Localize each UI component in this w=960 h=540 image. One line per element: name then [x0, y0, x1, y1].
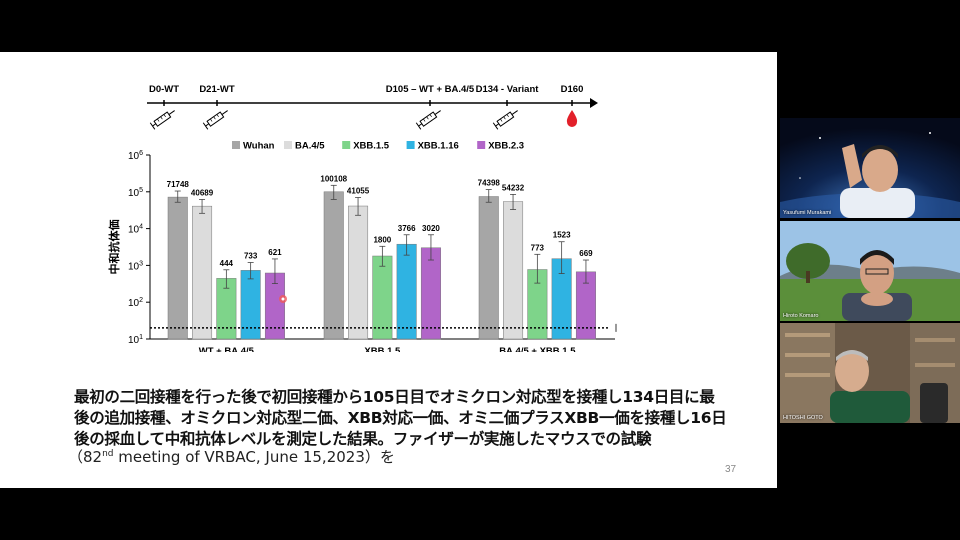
syringe-icon — [415, 110, 441, 130]
timeline-label-1: D21-WT — [199, 84, 235, 95]
timeline-label-2: D105 – WT + BA.4/5 — [386, 84, 475, 95]
laser-pointer-center — [281, 297, 285, 301]
presentation-slide: D0-WT D21-WT D105 – WT + BA.4/5 D134 - Vari… — [0, 52, 777, 488]
legend-label-1: BA.4/5 — [295, 141, 325, 152]
legend-swatch-4 — [477, 141, 486, 149]
data-label: 621 — [268, 248, 282, 257]
data-label: 3766 — [398, 224, 416, 233]
caption-line-1: 最初の二回接種を行った後で初回接種から105日目でオミクロン対応型を接種し134… — [74, 388, 715, 406]
data-label: 3020 — [422, 224, 440, 233]
x-category-label-2: BA.4/5 + XBB.1.5 — [499, 346, 576, 352]
y-tick-label: 104 — [128, 224, 143, 236]
bar-chart: 101 102 103 104 105 106 中和抗体価 Wuhan BA.4/5 XBB.1.… — [107, 141, 617, 352]
bar-XBB.2.3-1 — [420, 247, 441, 340]
y-tick-label: 101 — [128, 334, 143, 346]
syringe-icon — [492, 110, 518, 130]
legend-swatch-3 — [406, 141, 415, 149]
legend-swatch-0 — [232, 141, 240, 149]
data-label: 40689 — [191, 188, 214, 197]
data-label: 1800 — [373, 235, 391, 244]
legend-label-3: XBB.1.16 — [418, 141, 459, 152]
video-tile-1[interactable]: Yasufumi Murakami — [780, 118, 960, 218]
participant-name-3: HITOSHI GOTO — [783, 415, 823, 421]
data-label: 100108 — [320, 174, 347, 183]
data-label: 669 — [579, 249, 593, 258]
data-label: 444 — [220, 259, 234, 268]
y-tick-label: 106 — [128, 150, 143, 162]
data-label: 74398 — [478, 179, 501, 188]
bar-XBB.1.5-1 — [372, 255, 393, 340]
legend-label-0: Wuhan — [243, 141, 275, 152]
slide-caption: 最初の二回接種を行った後で初回接種から105日目でオミクロン対応型を接種し134… — [74, 387, 764, 450]
caption-line-2: 後の追加接種、オミクロン対応型二価、XBB対応一価、オミ二価プラスXBB一価を接… — [74, 409, 727, 427]
legend-label-2: XBB.1.5 — [353, 141, 390, 152]
video-feed-2 — [780, 221, 960, 321]
ref-superscript: nd — [102, 449, 114, 459]
bar-Wuhan-2 — [478, 196, 499, 340]
page-number: 37 — [725, 464, 737, 475]
timeline-arrow-icon — [590, 98, 598, 108]
blood-drop-icon — [566, 110, 578, 127]
legend-label-4: XBB.2.3 — [488, 141, 524, 152]
syringe-icon — [202, 110, 228, 130]
data-label: 1523 — [553, 231, 571, 240]
bar-BA.4/5-2 — [503, 201, 524, 340]
video-tile-3[interactable]: HITOSHI GOTO — [780, 323, 960, 423]
y-tick-label: 102 — [128, 297, 143, 309]
syringe-icon — [149, 110, 175, 130]
bar-Wuhan-0 — [167, 196, 188, 340]
participant-name-1: Yasufumi Murakami — [783, 210, 832, 216]
video-feed-1 — [780, 118, 960, 218]
y-axis-label: 中和抗体価 — [107, 220, 121, 275]
reference: （82nd meeting of VRBAC, June 15,2023）を — [68, 446, 395, 467]
participant-name-2: Hiroto Komaro — [783, 313, 819, 319]
legend-swatch-1 — [284, 141, 292, 149]
y-tick-label: 103 — [128, 260, 143, 272]
bar-XBB.1.16-1 — [396, 243, 417, 340]
y-tick-label: 105 — [128, 187, 143, 199]
caption-line-3: 後の採血して中和抗体レベルを測定した結果。ファイザーが実施したマウスでの試験 — [74, 430, 652, 448]
timeline-label-3: D134 - Variant — [476, 84, 540, 95]
legend-swatch-2 — [342, 141, 351, 149]
ref-suffix: meeting of VRBAC, June 15,2023）を — [113, 448, 395, 466]
data-label: 71748 — [167, 180, 190, 189]
x-category-label-1: XBB.1.5 — [364, 346, 401, 352]
data-label: 41055 — [347, 187, 370, 196]
data-label: 733 — [244, 251, 258, 260]
bar-BA.4/5-1 — [348, 205, 369, 340]
ref-prefix: （82 — [68, 448, 103, 466]
data-label: 54232 — [502, 183, 525, 192]
video-feed-3 — [780, 323, 960, 423]
bar-XBB.1.16-0 — [240, 270, 261, 340]
timeline: D0-WT D21-WT D105 – WT + BA.4/5 D134 - Vari… — [147, 84, 598, 130]
timeline-label-4: D160 — [561, 84, 584, 95]
bar-Wuhan-1 — [323, 191, 344, 340]
x-category-label-0: WT + BA.4/5 — [199, 346, 255, 352]
timeline-label-0: D0-WT — [149, 84, 179, 95]
data-label: 773 — [531, 243, 545, 252]
bar-BA.4/5-0 — [192, 205, 213, 340]
video-tile-2[interactable]: Hiroto Komaro — [780, 221, 960, 321]
